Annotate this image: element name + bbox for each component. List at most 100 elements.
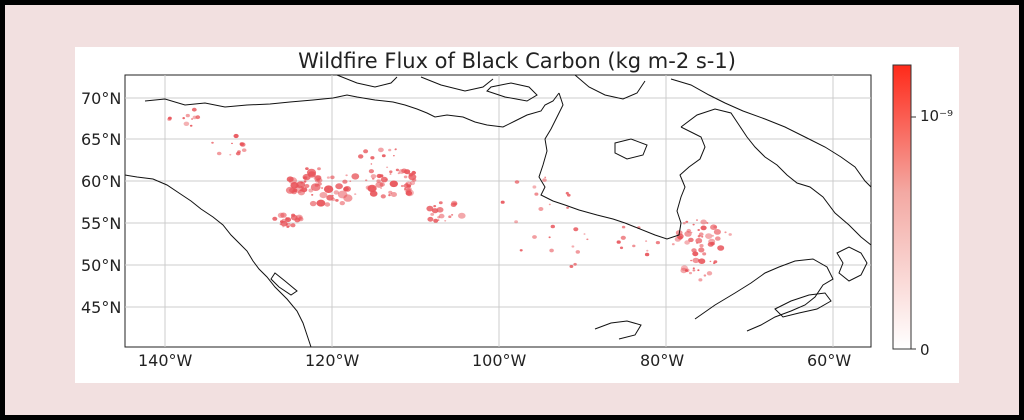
map-title: Wildfire Flux of Black Carbon (kg m-2 s-…	[298, 49, 736, 73]
fire-spot	[444, 220, 447, 222]
fire-spot	[404, 186, 412, 193]
fire-spot	[550, 224, 555, 229]
fire-spot	[405, 190, 413, 196]
fire-spot	[685, 268, 690, 273]
fire-spot	[711, 234, 714, 237]
fire-spot	[370, 174, 377, 179]
fire-spot	[393, 155, 395, 157]
fire-spot	[632, 244, 636, 248]
fire-spot	[700, 225, 707, 231]
fire-spot	[427, 216, 434, 222]
lon-label-140: 140°W	[138, 351, 193, 370]
fire-spot	[345, 174, 348, 177]
fire-spot	[308, 188, 314, 193]
fire-spot	[684, 240, 690, 245]
fire-spot	[400, 184, 404, 188]
lat-label-60: 60°N	[81, 172, 122, 191]
arctic-mainland-coast	[144, 92, 560, 128]
fire-spot	[698, 258, 706, 264]
great-lakes-shore	[594, 320, 642, 340]
fire-spot	[241, 148, 247, 152]
fire-spot	[389, 170, 393, 174]
fire-spot	[307, 171, 316, 178]
fire-spot	[231, 142, 233, 145]
lat-label-50: 50°N	[81, 256, 122, 275]
fire-spot	[331, 197, 336, 202]
fire-spot	[298, 216, 302, 219]
labrador-coast	[680, 108, 871, 246]
fire-spot	[438, 213, 445, 219]
fire-spot	[375, 181, 384, 188]
fire-spot	[327, 187, 330, 190]
fire-spot	[363, 149, 369, 154]
fire-spot	[192, 115, 197, 120]
lon-label-80: 80°W	[640, 351, 685, 370]
fire-spot	[426, 205, 434, 212]
fire-spot	[381, 154, 386, 158]
fire-spot	[408, 172, 413, 177]
arctic-island-2	[420, 76, 494, 92]
fire-spot	[706, 271, 713, 276]
fire-spot	[438, 201, 443, 205]
fire-spot	[335, 183, 343, 190]
fire-spot	[333, 190, 339, 195]
fire-spot	[702, 252, 707, 256]
fire-spot	[285, 217, 290, 221]
fire-spot	[354, 193, 357, 196]
fire-spot	[339, 201, 345, 206]
fire-spot	[682, 222, 686, 225]
fire-spot	[191, 118, 194, 120]
fire-spot	[514, 220, 518, 224]
fire-spot	[534, 192, 539, 196]
fire-spot	[233, 133, 239, 139]
fire-spot	[566, 206, 569, 209]
lon-label-60: 60°W	[807, 351, 852, 370]
fire-spot	[351, 173, 360, 180]
fire-spot	[713, 229, 722, 235]
fire-spot	[542, 178, 547, 182]
fire-spot	[458, 212, 466, 219]
fire-spot	[183, 121, 190, 127]
hudson-bay-coast	[538, 92, 706, 240]
fire-spot	[701, 235, 704, 238]
fire-spot	[538, 207, 544, 211]
fire-spot	[451, 214, 454, 216]
fire-spot	[565, 191, 569, 195]
fire-spot	[728, 233, 732, 236]
fire-spot	[368, 169, 374, 174]
gridlines	[125, 75, 871, 347]
fire-spot	[433, 218, 439, 223]
fire-spot	[699, 244, 704, 248]
fire-spot	[185, 113, 190, 118]
fire-spot	[389, 180, 398, 188]
fire-spot	[437, 219, 440, 221]
fire-spot	[705, 233, 713, 240]
colorbar-min-label: 0	[920, 341, 930, 359]
fire-spot	[691, 248, 697, 253]
fire-spot	[448, 215, 452, 218]
fire-spot	[688, 237, 694, 243]
fire-spot	[586, 238, 589, 241]
fire-spot	[532, 185, 537, 189]
fire-spot	[620, 235, 626, 240]
arctic-island-3	[486, 82, 538, 102]
fire-spot	[380, 194, 386, 199]
fire-spot	[709, 260, 712, 263]
fire-spot	[335, 199, 339, 202]
fire-spot	[697, 269, 700, 272]
fire-spot	[698, 232, 704, 237]
fire-spot	[583, 233, 586, 235]
fire-spot	[349, 180, 352, 182]
lat-label-65: 65°N	[81, 130, 122, 149]
fire-spot	[677, 235, 683, 240]
lon-label-100: 100°W	[472, 351, 527, 370]
fire-spot	[690, 231, 693, 234]
fire-spot	[575, 250, 580, 254]
fire-spot	[286, 176, 294, 182]
fire-spot	[303, 177, 306, 179]
fire-spot	[519, 249, 523, 252]
lat-label-45: 45°N	[81, 298, 122, 317]
fire-spot	[571, 245, 575, 248]
fire-spot	[544, 176, 547, 178]
fire-spot	[320, 204, 323, 206]
